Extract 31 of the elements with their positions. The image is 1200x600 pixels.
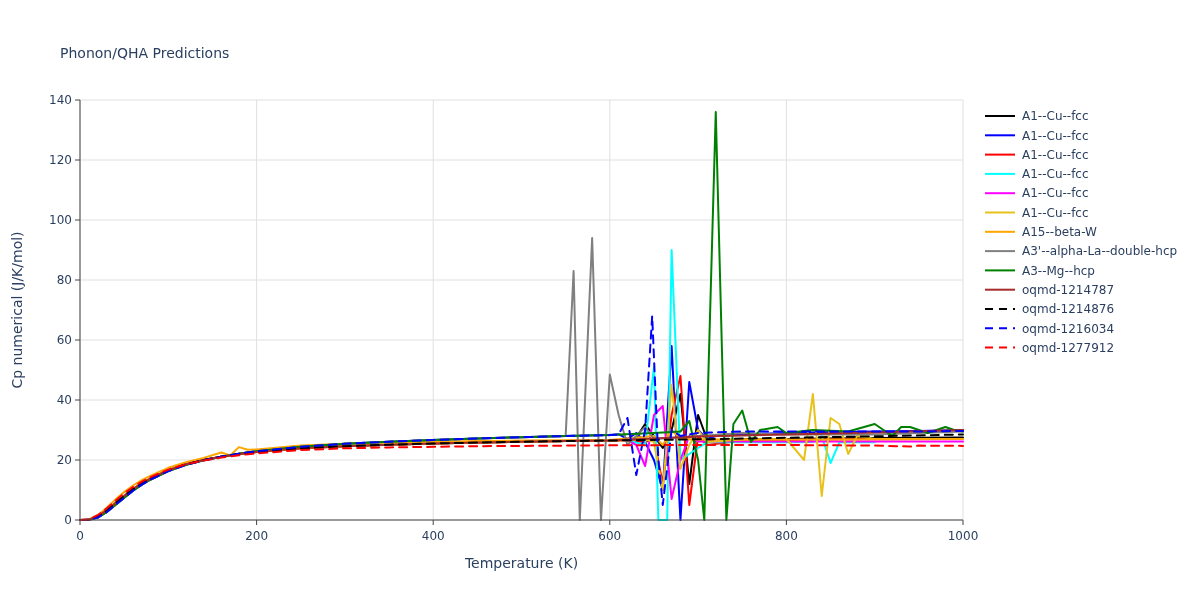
x-axis-title: Temperature (K) (463, 555, 579, 571)
legend-label: A1--Cu--fcc (1022, 205, 1089, 220)
legend-label: oqmd-1277912 (1022, 340, 1115, 355)
y-tick-label: 120 (49, 153, 72, 168)
legend-label: A15--beta-W (1022, 225, 1098, 239)
y-tick-label: 40 (56, 393, 72, 408)
legend-label: A3'--alpha-La--double-hcp (1022, 244, 1178, 259)
line-series (626, 405, 964, 500)
y-tick-label: 80 (56, 273, 72, 288)
x-tick-label: 200 (245, 529, 269, 543)
x-tick-label: 400 (421, 529, 445, 543)
x-tick-label: 800 (774, 529, 798, 543)
legend-label: oqmd-1214787 (1022, 282, 1115, 297)
chart-title: Phonon/QHA Predictions (60, 45, 230, 61)
x-tick-label: 0 (76, 529, 84, 543)
y-axis-title: Cp numerical (J/K/mol) (9, 231, 25, 389)
legend-label: A1--Cu--fcc (1022, 128, 1089, 143)
y-tick-label: 20 (56, 453, 72, 468)
y-tick-label: 140 (49, 93, 72, 108)
legend-label: A3--Mg--hcp (1022, 263, 1095, 278)
y-tick-label: 0 (64, 513, 72, 528)
legend-label: oqmd-1216034 (1022, 321, 1115, 336)
legend-label: oqmd-1214876 (1022, 302, 1115, 317)
x-tick-label: 600 (598, 529, 622, 543)
legend-label: A1--Cu--fcc (1022, 167, 1089, 182)
legend-label: A1--Cu--fcc (1022, 109, 1089, 124)
legend-label: A1--Cu--fcc (1022, 147, 1089, 162)
y-tick-label: 60 (56, 333, 72, 348)
y-tick-label: 100 (49, 213, 72, 228)
legend-label: A1--Cu--fcc (1022, 186, 1089, 201)
x-tick-label: 1000 (947, 529, 979, 543)
